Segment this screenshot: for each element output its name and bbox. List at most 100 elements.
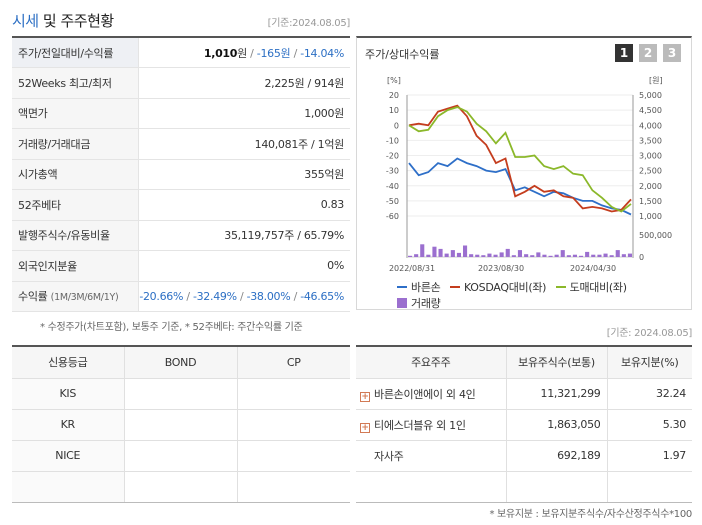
volume-bar [432, 246, 437, 257]
chart-svg: [%] [원] 20 10 0 -10 -20 -30 -40 -50 -60 5,000 4,500 4… [386, 76, 672, 273]
volume-bar [463, 245, 468, 257]
holder-name: 자사주 [356, 439, 507, 472]
holder-name [356, 470, 507, 503]
y-right-tick: 2,000 [639, 182, 662, 191]
holder-shares: 11,321,299 [505, 377, 608, 410]
holder-name[interactable]: 바른손이앤에이 외 4인 [374, 387, 476, 401]
legend-swatch [397, 298, 407, 308]
x-tick: 2022/08/31 [389, 264, 435, 273]
table-row: 자사주 692,189 1.97 [356, 439, 692, 472]
y-right-tick: 5,000 [639, 91, 662, 100]
volume-bar [524, 254, 529, 257]
volume-bar [566, 255, 571, 257]
expand-plus-icon[interactable]: + [360, 422, 370, 433]
credit-agency [12, 470, 125, 503]
holder-name-cell[interactable]: + 바른손이앤에이 외 4인 [356, 377, 507, 410]
credit-bond [123, 377, 238, 410]
label-mcap: 시가총액 [12, 159, 139, 190]
legend-item-series-1: KOSDAQ대비(좌) [449, 279, 546, 295]
chart-title: 주가/상대수익률 [365, 48, 440, 61]
table-row: NICE [12, 439, 350, 472]
volume-bar [572, 254, 577, 257]
credit-cp [236, 377, 350, 410]
volume-bar [420, 244, 425, 257]
y-left-tick: 10 [389, 106, 399, 115]
x-tick: 2023/08/30 [478, 264, 524, 273]
holder-name-cell[interactable]: + 티에스더블유 외 1인 [356, 408, 507, 441]
section-title: 시세 및 주주현황 [12, 10, 114, 31]
legend-swatch [449, 286, 460, 288]
volume-bar [560, 250, 565, 257]
volume-bar [426, 254, 431, 257]
chart-legend: 바른손 KOSDAQ대비(좌) 도매대비(좌) 거래량 [397, 278, 687, 311]
credit-header: CP [236, 346, 350, 379]
chart-tabs: 1 2 3 [615, 44, 681, 62]
credit-header: BOND [123, 346, 238, 379]
holder-pct: 5.30 [606, 408, 692, 441]
vol-tick: 0 [639, 253, 644, 262]
credit-cp [236, 439, 350, 472]
legend-label: 도매대비(좌) [569, 281, 627, 294]
row-price: 주가/전일대비/수익률 1,010원 / -165원 / -14.04% [12, 37, 350, 68]
value-mcap: 355억원 [138, 159, 350, 190]
footnote-2: * 보유지분 : 보유지분주식수/자수산정주식수*100 [489, 509, 692, 520]
expand-plus-icon[interactable]: + [360, 391, 370, 402]
volume-bar [585, 251, 590, 257]
value-foreign: 0% [138, 250, 350, 282]
price-info-table: 주가/전일대비/수익률 1,010원 / -165원 / -14.04% 52W… [12, 36, 350, 312]
value-volume: 140,081주 / 1억원 [138, 128, 350, 160]
table-row: + 티에스더블유 외 1인 1,863,050 5.30 [356, 408, 692, 441]
footnote: * 수정주가(차트포함), 보통주 기준, * 52주베타: 주간수익률 기준 [40, 322, 303, 333]
volume-bar [456, 252, 461, 257]
value-price: 1,010원 / -165원 / -14.04% [138, 37, 350, 68]
series-line-0 [408, 157, 632, 216]
y-right-tick: 3,000 [639, 152, 662, 161]
row-beta: 52주베타 0.83 [12, 189, 350, 221]
label-par: 액면가 [12, 98, 139, 129]
volume-bar [536, 252, 541, 257]
return-3m: -32.49% [192, 289, 237, 303]
y-right-tick: 3,500 [639, 136, 662, 145]
volume-bar [511, 255, 516, 257]
credit-cp [236, 470, 350, 503]
credit-rating-table: 신용등급 BOND CP KIS KR NICE [12, 345, 350, 503]
volume-bar [530, 255, 535, 257]
y-right-unit: [원] [649, 76, 663, 85]
row-shares: 발행주식수/유동비율 35,119,757주 / 65.79% [12, 220, 350, 251]
holder-header: 보유지분(%) [606, 346, 692, 379]
chart-tab-2[interactable]: 2 [639, 44, 657, 62]
table-row: KIS [12, 377, 350, 410]
y-left-unit: [%] [387, 76, 401, 85]
volume-bar [621, 254, 626, 257]
row-volume: 거래량/거래대금 140,081주 / 1억원 [12, 128, 350, 160]
holder-name[interactable]: 티에스더블유 외 1인 [374, 418, 466, 432]
legend-item-volume: 거래량 [397, 295, 441, 311]
legend-item-series-2: 도매대비(좌) [555, 279, 627, 295]
chart-tab-3[interactable]: 3 [663, 44, 681, 62]
row-52weeks: 52Weeks 최고/최저 2,225원 / 914원 [12, 67, 350, 99]
return-1y: -46.65% [300, 289, 344, 303]
vol-tick: 500,000 [639, 231, 672, 240]
row-par: 액면가 1,000원 [12, 98, 350, 129]
shareholder-table: 주요주주 보유주식수(보통) 보유지분(%) + 바른손이앤에이 외 4인 11,… [356, 345, 692, 503]
value-beta: 0.83 [138, 189, 350, 221]
volume-bar [591, 254, 596, 257]
holder-shares: 1,863,050 [505, 408, 608, 441]
row-returns: 수익률 (1M/3M/6M/1Y) -20.66% / -32.49% / -3… [12, 281, 350, 312]
credit-header-row: 신용등급 BOND CP [12, 346, 350, 379]
title-main: 시세 [12, 12, 39, 30]
y-left-tick: -50 [386, 197, 399, 206]
label-returns: 수익률 (1M/3M/6M/1Y) [12, 281, 139, 312]
y-right-tick: 2,500 [639, 167, 662, 176]
chart-tab-1[interactable]: 1 [615, 44, 633, 62]
y-right-tick: 1,000 [639, 212, 662, 221]
volume-bar [615, 250, 620, 257]
y-left-tick: 20 [389, 91, 399, 100]
volume-bar [517, 250, 522, 257]
y-left-tick: -20 [386, 152, 399, 161]
volume-bar [493, 254, 498, 257]
price-unit: 원 [237, 46, 247, 60]
volume-bar [487, 253, 492, 257]
legend-label: 거래량 [411, 297, 441, 310]
label-returns-main: 수익률 [18, 290, 48, 304]
